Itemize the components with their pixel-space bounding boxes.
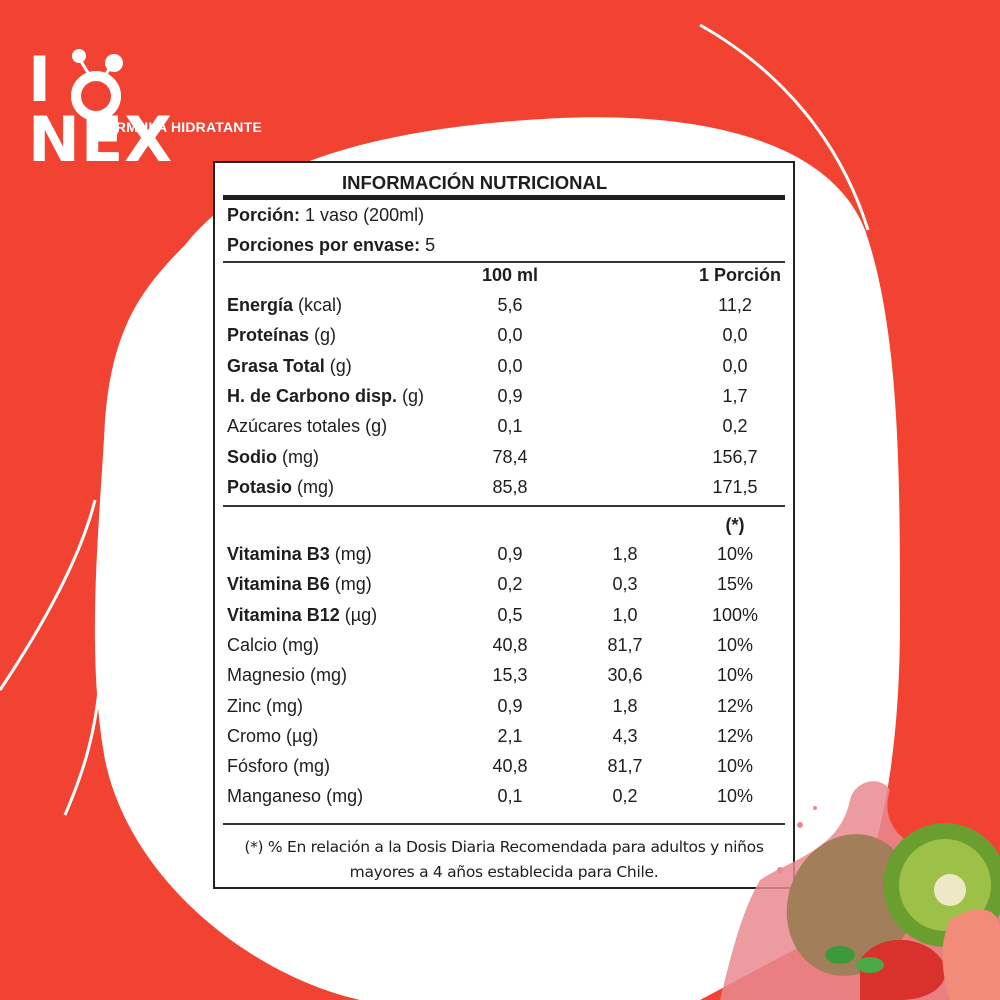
nutrient-row: Calcio (mg) 40,8 81,7 10% [215, 633, 793, 657]
value-per-portion: 4,3 [612, 725, 638, 746]
portions-value: 5 [425, 235, 436, 255]
nutrient-row: Sodio (mg) 78,4 156,7 [215, 445, 793, 469]
value-per-portion: 81,7 [607, 634, 643, 655]
portions-label: Porciones por envase: [227, 235, 421, 255]
nutrient-name: Manganeso (mg) [227, 786, 364, 807]
nutrient-name: Vitamina B3 (mg) [227, 544, 372, 564]
value-per-portion: 1,8 [612, 544, 638, 564]
nutrient-name: Zinc (mg) [227, 695, 304, 716]
nutrient-row: Proteínas (g) 0,0 0,0 [215, 323, 793, 347]
value-per-100ml: 5,6 [497, 295, 523, 315]
value-per-100ml: 78,4 [492, 446, 528, 467]
nutrient-row: Fósforo (mg) 40,8 81,7 10% [215, 754, 793, 778]
value-per-portion: 0,2 [722, 416, 748, 437]
nutrient-row: Zinc (mg) 0,9 1,8 12% [215, 694, 793, 718]
panel-title: INFORMACIÓN NUTRICIONAL [342, 172, 608, 193]
value-daily-percent: 12% [716, 695, 754, 716]
nutrient-name: H. de Carbono disp. (g) [227, 385, 425, 406]
nutrient-name: Grasa Total (g) [227, 355, 352, 376]
nutrient-row: Vitamina B3 (mg) 0,9 1,8 10% [215, 542, 793, 566]
value-daily-percent: 15% [716, 574, 754, 595]
value-per-portion: 81,7 [607, 756, 643, 777]
portion-row: Porción: 1 vaso (200ml) [215, 203, 793, 227]
value-per-100ml: 0,1 [497, 416, 523, 437]
nutrient-name: Proteínas (g) [227, 325, 337, 346]
value-per-portion: 1,7 [722, 385, 748, 406]
header-portion: 1 Porción [698, 265, 782, 285]
nutrient-row: Energía (kcal) 5,6 11,2 [215, 293, 793, 317]
nutrition-facts-panel: INFORMACIÓN NUTRICIONAL Porción: 1 vaso … [213, 161, 795, 889]
header-daily-value: (*) [725, 515, 745, 535]
value-daily-percent: 10% [716, 634, 754, 655]
value-per-100ml: 0,0 [497, 325, 523, 346]
column-header-row: 100 ml 1 Porción [215, 263, 793, 287]
nutrient-row: Vitamina B6 (mg) 0,2 0,3 15% [215, 572, 793, 596]
nutrient-row: Azúcares totales (g) 0,1 0,2 [215, 414, 793, 438]
value-per-portion: 0,2 [612, 786, 638, 807]
nutrient-name: Vitamina B12 (µg) [227, 604, 378, 625]
value-daily-percent: 10% [716, 544, 754, 564]
portions-per-pack-row: Porciones por envase: 5 [215, 233, 793, 257]
value-per-100ml: 2,1 [497, 725, 523, 746]
value-per-100ml: 0,9 [497, 695, 523, 716]
header-100ml: 100 ml [481, 265, 539, 285]
value-per-100ml: 0,2 [497, 574, 523, 595]
nutrient-name: Sodio (mg) [227, 446, 319, 467]
brand-tagline: FÓRMULA HIDRATANTE [96, 119, 262, 135]
portion-label: Porción: [227, 205, 301, 225]
value-per-portion: 156,7 [712, 446, 758, 467]
nutrient-name: Magnesio (mg) [227, 665, 348, 686]
value-per-100ml: 15,3 [492, 665, 528, 686]
divider [223, 823, 785, 825]
value-daily-percent: 100% [711, 604, 759, 625]
value-per-portion: 1,8 [612, 695, 638, 716]
nutrient-row: Magnesio (mg) 15,3 30,6 10% [215, 663, 793, 687]
value-per-portion: 11,2 [718, 295, 752, 315]
nutrient-row: Cromo (µg) 2,1 4,3 12% [215, 724, 793, 748]
value-per-100ml: 0,1 [497, 786, 523, 807]
molecule-icon [71, 49, 123, 138]
value-daily-percent: 10% [716, 786, 754, 807]
nutrient-name: Potasio (mg) [227, 476, 335, 497]
value-per-portion: 30,6 [607, 665, 643, 686]
value-per-100ml: 0,5 [497, 604, 523, 625]
footnote-line-2: mayores a 4 años establecida para Chile. [349, 863, 659, 881]
value-per-100ml: 0,9 [497, 544, 523, 564]
nutrient-name: Cromo (µg) [227, 725, 319, 746]
nutrient-row: H. de Carbono disp. (g) 0,9 1,7 [215, 384, 793, 408]
nutrient-row: Vitamina B12 (µg) 0,5 1,0 100% [215, 603, 793, 627]
brand-name: INEX [28, 43, 174, 176]
value-per-100ml: 0,9 [497, 385, 523, 406]
footnote-line-1: (*) % En relación a la Dosis Diaria Reco… [244, 838, 764, 856]
value-per-portion: 0,3 [612, 574, 638, 595]
value-daily-percent: 12% [716, 725, 754, 746]
divider [223, 505, 785, 507]
value-per-portion: 0,0 [722, 355, 748, 376]
nutrient-name: Energía (kcal) [227, 295, 343, 315]
footnote: (*) % En relación a la Dosis Diaria Reco… [215, 835, 793, 885]
brand-logo: INEX FÓRMULA HIDRATANTE [28, 28, 262, 171]
value-per-100ml: 0,0 [497, 355, 523, 376]
value-per-100ml: 40,8 [492, 756, 528, 777]
nutrient-row: Manganeso (mg) 0,1 0,2 10% [215, 784, 793, 808]
value-per-portion: 171,5 [712, 476, 758, 497]
divider [223, 261, 785, 263]
nutrient-name: Fósforo (mg) [227, 756, 331, 777]
value-per-100ml: 85,8 [492, 476, 528, 497]
value-daily-percent: 10% [716, 756, 754, 777]
portion-value: 1 vaso (200ml) [305, 205, 425, 225]
value-per-100ml: 40,8 [492, 634, 528, 655]
value-per-portion: 1,0 [612, 604, 638, 625]
nutrient-name: Calcio (mg) [227, 634, 320, 655]
nutrient-name: Vitamina B6 (mg) [227, 574, 372, 595]
value-per-portion: 0,0 [722, 325, 748, 346]
dv-header-row: (*) [215, 513, 793, 537]
divider-thick [223, 195, 785, 200]
nutrient-row: Grasa Total (g) 0,0 0,0 [215, 354, 793, 378]
nutrient-row: Potasio (mg) 85,8 171,5 [215, 475, 793, 499]
value-daily-percent: 10% [716, 665, 754, 686]
nutrient-name: Azúcares totales (g) [227, 416, 388, 437]
